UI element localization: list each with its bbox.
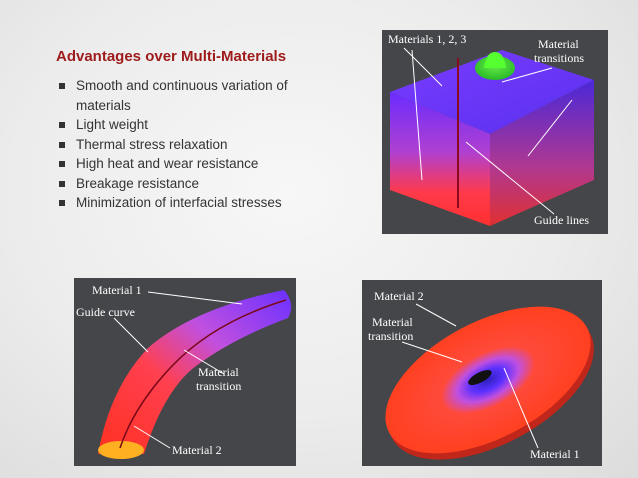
pipe-figure: Material 1 Guide curve Material transiti… [74, 278, 296, 466]
leader-line [113, 317, 149, 353]
label-material-1: Material 1 [92, 283, 142, 297]
block-side-face [490, 80, 594, 226]
pipe-end-bottom [98, 441, 144, 459]
leader-line [147, 291, 243, 305]
bullet-item: Breakage resistance [56, 174, 326, 194]
advantages-list: Smooth and continuous variation of mater… [56, 76, 326, 213]
label-transition-line1: Material [198, 365, 239, 379]
leader-line [415, 303, 457, 327]
leader-line [133, 425, 171, 449]
leader-line [501, 67, 553, 83]
label-transitions-line2: transitions [534, 51, 584, 65]
leader-line [183, 349, 225, 375]
block-figure: Materials 1, 2, 3 Material transitions G… [382, 30, 608, 234]
leader-line [503, 367, 539, 449]
bullet-item: Smooth and continuous variation of mater… [56, 76, 326, 115]
label-material-1: Material 1 [530, 447, 580, 461]
disk-top [385, 306, 591, 454]
bullet-item: Light weight [56, 115, 326, 135]
bullet-square-icon [59, 200, 65, 206]
block-front-face [390, 92, 490, 226]
label-transition-line2: transition [368, 329, 413, 343]
label-guide-curve: Guide curve [76, 305, 135, 319]
bullet-square-icon [59, 141, 65, 148]
label-transitions-line1: Material [538, 37, 579, 51]
green-bump-top [484, 52, 506, 68]
label-guide-lines: Guide lines [534, 213, 589, 227]
disk-hole [468, 369, 492, 386]
pipe-guide-curve [119, 299, 287, 449]
label-materials: Materials 1, 2, 3 [388, 32, 466, 46]
bullet-item: Thermal stress relaxation [56, 135, 326, 155]
leader-line [527, 99, 573, 157]
bullet-square-icon [59, 161, 65, 167]
bullet-square-icon [59, 83, 65, 89]
leader-line [403, 47, 443, 87]
leader-line [401, 341, 463, 363]
slide-title: Advantages over Multi-Materials [56, 48, 287, 65]
disk-figure: Material 2 Material transition Material … [362, 280, 602, 466]
bullet-square-icon [59, 180, 65, 187]
label-material-2: Material 2 [172, 443, 222, 457]
leader-line [465, 141, 555, 215]
label-transition-line1: Material [372, 315, 413, 329]
label-transition-line2: transition [196, 379, 241, 393]
bullet-item: High heat and wear resistance [56, 154, 326, 174]
bullet-square-icon [59, 122, 65, 128]
pipe-body [98, 290, 292, 454]
bullet-item: Minimization of interfacial stresses [56, 193, 326, 213]
leader-line [411, 49, 423, 181]
label-material-2: Material 2 [374, 289, 424, 303]
